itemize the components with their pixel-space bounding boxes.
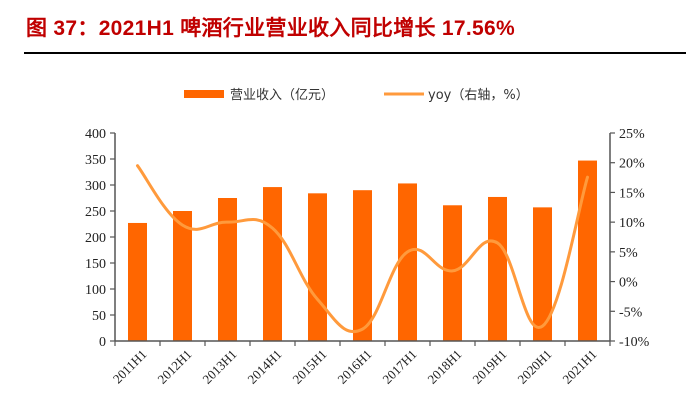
yoy-line: [136, 164, 589, 334]
left-tick-label: 200: [85, 231, 106, 246]
left-tick-label: 50: [92, 309, 106, 324]
x-tick-label: 2021H1: [559, 347, 599, 387]
revenue-bar: [128, 222, 147, 341]
x-tick-label: 2019H1: [469, 347, 509, 387]
revenue-bar: [353, 190, 372, 341]
right-y-axis: -10% -5% 0% 5% 10% 15% 20% 25%: [609, 127, 650, 350]
x-tick-label: 2011H1: [110, 347, 150, 387]
revenue-bar: [578, 160, 597, 341]
x-tick-label: 2012H1: [154, 347, 194, 387]
x-tick-label: 2016H1: [334, 347, 374, 387]
revenue-bar: [533, 207, 552, 341]
title-divider: [24, 52, 686, 54]
left-y-axis: 0 50 100 150 200 250 300 350 400: [85, 127, 116, 350]
revenue-bar: [443, 205, 462, 341]
revenue-bar: [488, 196, 507, 341]
revenue-bar: [218, 198, 237, 341]
chart-title: 图 37：2021H1 啤酒行业营业收入同比增长 17.56%: [26, 17, 515, 40]
right-tick-label: -5%: [619, 305, 643, 320]
x-tick-label: 2014H1: [244, 347, 284, 387]
x-tick-label: 2013H1: [199, 347, 239, 387]
right-tick-label: -10%: [619, 335, 650, 350]
right-tick-label: 25%: [619, 127, 645, 142]
revenue-bar: [398, 183, 417, 341]
left-tick-label: 100: [85, 283, 106, 298]
right-tick-label: 15%: [619, 186, 645, 201]
x-axis: 2011H1 2012H1 2013H1 2014H1 2015H1 2016H1 2017…: [110, 340, 611, 387]
right-tick-label: 0%: [619, 276, 638, 291]
legend-bar-label: 营业收入（亿元）: [230, 88, 334, 103]
legend-bar-swatch: [184, 90, 224, 98]
left-tick-label: 150: [85, 257, 106, 272]
x-tick-label: 2017H1: [379, 347, 419, 387]
x-tick-label: 2018H1: [424, 347, 464, 387]
left-tick-label: 350: [85, 153, 106, 168]
revenue-bar: [308, 193, 327, 341]
revenue-bar: [263, 187, 282, 341]
right-tick-label: 10%: [619, 216, 645, 231]
left-tick-label: 300: [85, 179, 106, 194]
x-tick-label: 2020H1: [514, 347, 554, 387]
left-tick-label: 250: [85, 205, 106, 220]
legend: 营业收入（亿元） yoy（右轴，%）: [184, 88, 529, 103]
left-tick-label: 0: [99, 335, 106, 350]
x-tick-label: 2015H1: [289, 347, 329, 387]
legend-line-label: yoy（右轴，%）: [428, 88, 529, 103]
left-tick-label: 400: [85, 127, 106, 142]
revenue-bar: [173, 211, 192, 341]
right-tick-label: 5%: [619, 246, 638, 261]
right-tick-label: 20%: [619, 157, 645, 172]
